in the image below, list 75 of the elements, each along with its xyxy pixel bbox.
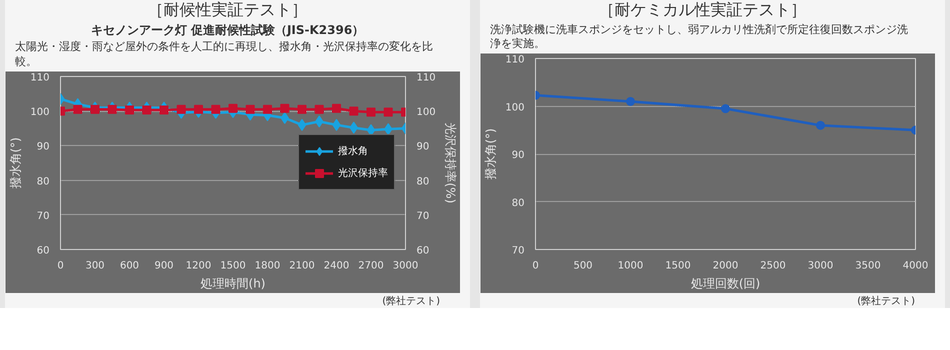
point (176, 104, 186, 114)
point (349, 106, 358, 116)
y-tick-label: 110 (30, 72, 50, 84)
x-tick-label: 3000 (808, 260, 834, 272)
x-tick-label: 2700 (358, 260, 384, 272)
legend-label: 光沢保持率 (338, 166, 388, 180)
x-tick-label: 3000 (392, 260, 418, 272)
y2-axis-title: 光沢保持率(%) (444, 122, 458, 204)
point (142, 106, 152, 115)
x-tick-label: 1500 (220, 260, 246, 272)
point (298, 104, 306, 114)
y-tick-label: 70 (36, 210, 50, 222)
chart-subtitle: キセノンアーク灯 促進耐候性試験（JIS-K2396） (90, 22, 364, 38)
point (332, 118, 341, 131)
point (160, 106, 168, 115)
point (125, 106, 134, 115)
x-tick-label: 2500 (760, 260, 786, 272)
chart-title: ［耐候性実証テスト］ (148, 0, 308, 21)
x-tick-label: 900 (154, 260, 174, 272)
point (246, 104, 255, 114)
x-tick-label: 1800 (254, 260, 280, 272)
x-tick-label: 4000 (902, 260, 928, 272)
x-tick-label: 500 (573, 260, 593, 272)
point (280, 104, 290, 113)
point (384, 108, 393, 117)
point (90, 104, 100, 114)
point (314, 104, 324, 114)
y-tick-label: 80 (36, 176, 50, 188)
point (263, 104, 272, 114)
y-axis-title: 撥水角(°) (8, 137, 22, 189)
x-axis-title: 処理回数(回) (690, 276, 760, 291)
x-tick-label: 300 (85, 260, 105, 272)
point (228, 104, 238, 113)
text: 洗浄試験機に洗車スポンジをセットし、弱アルカリ性洗剤で所定往復回数スポンジ洗浄を実施。 (490, 22, 909, 52)
point (108, 104, 117, 114)
x-tick-label: 2000 (712, 260, 738, 272)
x-tick-label: 600 (120, 260, 140, 272)
point (73, 104, 82, 114)
chart-title: ［耐ケミカル性実証テスト］ (598, 0, 806, 21)
x-tick-label: 2100 (289, 260, 315, 272)
point (298, 118, 306, 131)
point (332, 104, 341, 113)
text: (弊社テスト) (382, 294, 440, 308)
y2-tick-label: 80 (416, 176, 430, 188)
point (194, 104, 203, 114)
y-tick-label: 90 (36, 142, 50, 153)
x-tick-label: 2400 (324, 260, 350, 272)
x-tick-label: 1200 (186, 260, 212, 272)
text: (弊社テスト) (857, 295, 915, 308)
x-tick-label: 0 (532, 260, 539, 272)
x-axis-title: 処理時間(h) (200, 276, 266, 290)
point (211, 104, 220, 114)
x-tick-label: 3500 (855, 260, 881, 272)
point (626, 97, 635, 106)
y2-tick-label: 90 (416, 142, 430, 153)
point (816, 121, 825, 130)
y-axis-title: 撥水角(°) (483, 128, 498, 180)
x-tick-label: 1500 (665, 260, 691, 272)
y-tick-label: 70 (512, 246, 525, 257)
x-tick-label: 1000 (618, 260, 644, 272)
y2-tick-label: 100 (416, 107, 436, 118)
y-tick-label: 90 (512, 150, 525, 162)
text: 太陽光・湿度・雨など屋外の条件を人工的に再現し、撥水角・光沢保持率の変化を比較。 (15, 40, 434, 69)
x-tick-label: 0 (57, 260, 64, 272)
legend-label: 撥水角 (338, 144, 368, 158)
y-tick-label: 100 (30, 107, 50, 118)
y2-tick-label: 60 (416, 245, 430, 256)
y-tick-label: 60 (36, 245, 50, 256)
y2-tick-label: 110 (416, 72, 436, 84)
y2-tick-label: 70 (416, 210, 430, 222)
y-tick-label: 110 (505, 54, 525, 66)
y-tick-label: 100 (505, 102, 525, 114)
y-tick-label: 80 (512, 198, 525, 210)
point (366, 108, 376, 117)
point (721, 104, 730, 114)
